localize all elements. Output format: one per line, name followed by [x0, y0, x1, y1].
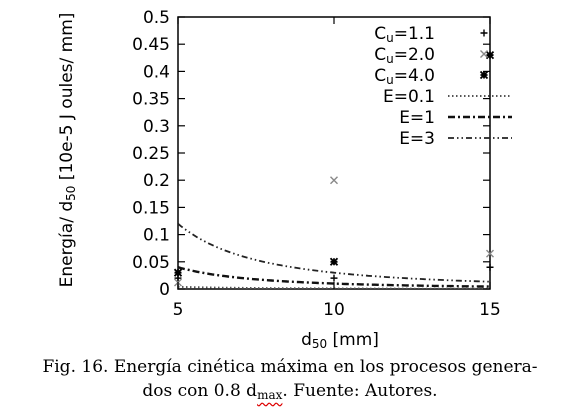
caption-subscript-max: max	[257, 388, 283, 402]
point-plus	[486, 263, 494, 271]
x-tick-label: 10	[323, 300, 345, 320]
legend-label: Cu=4.0	[374, 66, 435, 87]
axis-ticks: 0 0.05 0.1 0.15 0.2 0.25 0.3 0.35 0.4 0.45 0.5 5 10 1…	[132, 8, 501, 320]
legend-marker	[480, 50, 488, 58]
curve-E=3	[178, 223, 490, 283]
y-tick-label: 0.2	[143, 171, 170, 191]
x-axis-label: d50 [mm]	[301, 330, 379, 351]
y-axis-label: Energía/ d50 [10e-5 J oules/ mm]	[57, 13, 78, 288]
point-plus	[330, 274, 338, 282]
x-tick-label: 5	[173, 300, 184, 320]
y-tick-label: 0.35	[132, 90, 170, 110]
point-star	[173, 268, 183, 277]
figure-caption-line2: dos con 0.8 dmax. Fuente: Autores.	[142, 381, 438, 402]
y-tick-label: 0.3	[143, 117, 170, 137]
plot-area	[177, 16, 491, 290]
chart: 0 0.05 0.1 0.15 0.2 0.25 0.3 0.35 0.4 0.45 0.5 5 10 1…	[57, 8, 512, 351]
y-tick-label: 0.1	[143, 226, 170, 246]
point-star	[485, 50, 495, 60]
point-star	[329, 257, 339, 266]
y-tick-label: 0.45	[132, 35, 170, 55]
legend-label: E=3	[399, 129, 435, 149]
legend-label: E=0.1	[383, 87, 435, 107]
y-tick-label: 0.15	[132, 198, 170, 218]
curve-E=1	[178, 266, 490, 288]
x-tick-label: 15	[479, 300, 501, 320]
y-tick-label: 0.05	[132, 253, 170, 273]
figure-caption-line1: Fig. 16. Energía cinética máxima en los …	[42, 357, 538, 377]
legend-label: E=1	[399, 108, 435, 128]
y-tick-label: 0.4	[143, 62, 170, 82]
y-tick-label: 0	[159, 280, 170, 300]
legend-marker	[479, 70, 489, 80]
point-cross	[486, 249, 494, 258]
legend-marker	[480, 29, 488, 37]
y-tick-label: 0.5	[143, 8, 170, 28]
legend-label: Cu=2.0	[374, 45, 435, 66]
legend-label: Cu=1.1	[374, 24, 435, 45]
point-cross	[330, 176, 338, 185]
y-tick-label: 0.25	[132, 144, 170, 164]
plot-frame	[177, 16, 491, 290]
legend: Cu=1.1Cu=2.0Cu=4.0E=0.1E=1E=3	[374, 24, 512, 149]
chart-marks	[173, 50, 495, 289]
